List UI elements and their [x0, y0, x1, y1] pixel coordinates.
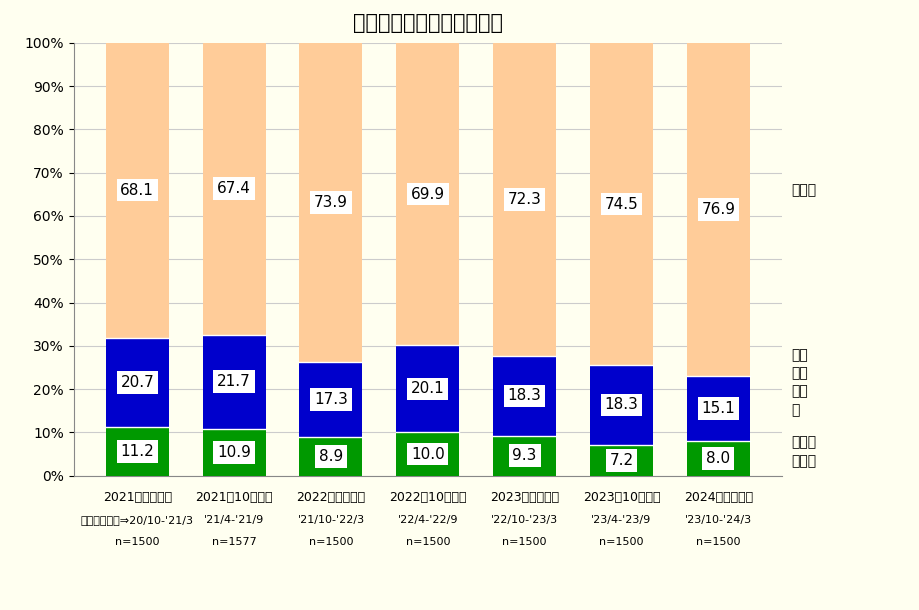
Bar	[300, 437, 362, 476]
Bar	[686, 43, 749, 376]
Bar	[396, 43, 459, 345]
Text: 2022年10月調査: 2022年10月調査	[389, 491, 466, 504]
Bar	[106, 427, 168, 476]
Text: 17.3: 17.3	[313, 392, 347, 407]
Text: 20.7: 20.7	[120, 375, 154, 390]
Bar	[589, 43, 652, 365]
Text: 10.0: 10.0	[411, 447, 444, 462]
Bar	[493, 356, 555, 436]
Text: n=1500: n=1500	[405, 537, 449, 547]
Bar	[589, 365, 652, 445]
Bar	[106, 338, 168, 427]
Text: 18.3: 18.3	[507, 389, 541, 403]
Text: 68.1: 68.1	[120, 182, 154, 198]
Bar	[202, 335, 266, 429]
Text: 変動型: 変動型	[790, 183, 815, 197]
Bar	[493, 436, 555, 476]
Text: 調査対象期間⇒20/10-'21/3: 調査対象期間⇒20/10-'21/3	[81, 515, 194, 525]
Text: '23/4-'23/9: '23/4-'23/9	[591, 515, 651, 525]
Text: 2021年10月調査: 2021年10月調査	[195, 491, 273, 504]
Bar	[202, 43, 266, 335]
Text: '21/10-'22/3: '21/10-'22/3	[297, 515, 364, 525]
Bar	[686, 376, 749, 441]
Title: 利用した金利タイプの割合: 利用した金利タイプの割合	[352, 13, 503, 33]
Text: n=1500: n=1500	[502, 537, 546, 547]
Text: n=1500: n=1500	[598, 537, 643, 547]
Text: n=1500: n=1500	[309, 537, 353, 547]
Text: 7.2: 7.2	[608, 453, 633, 468]
Text: 18.3: 18.3	[604, 398, 638, 412]
Bar	[396, 345, 459, 432]
Bar	[396, 432, 459, 476]
Text: 2024年４月調査: 2024年４月調査	[683, 491, 752, 504]
Text: 20.1: 20.1	[411, 381, 444, 396]
Text: 8.9: 8.9	[319, 449, 343, 464]
Text: 2023年10月調査: 2023年10月調査	[582, 491, 660, 504]
Bar	[493, 43, 555, 356]
Bar	[106, 43, 168, 338]
Text: 全期間
固定型: 全期間 固定型	[790, 436, 815, 468]
Bar	[589, 445, 652, 476]
Text: 72.3: 72.3	[507, 192, 541, 207]
Text: 9.3: 9.3	[512, 448, 537, 463]
Text: n=1500: n=1500	[115, 537, 159, 547]
Bar	[300, 42, 362, 362]
Bar	[300, 362, 362, 437]
Text: 73.9: 73.9	[313, 195, 347, 210]
Text: 69.9: 69.9	[410, 187, 445, 201]
Text: 74.5: 74.5	[604, 196, 638, 212]
Text: '22/4-'22/9: '22/4-'22/9	[397, 515, 458, 525]
Bar	[686, 441, 749, 476]
Text: '22/10-'23/3: '22/10-'23/3	[491, 515, 558, 525]
Text: n=1500: n=1500	[696, 537, 740, 547]
Text: 76.9: 76.9	[700, 202, 734, 217]
Bar	[202, 429, 266, 476]
Text: 2022年４月調査: 2022年４月調査	[296, 491, 365, 504]
Text: '23/10-'24/3: '23/10-'24/3	[684, 515, 751, 525]
Text: '21/4-'21/9: '21/4-'21/9	[204, 515, 264, 525]
Text: n=1577: n=1577	[211, 537, 256, 547]
Text: 15.1: 15.1	[700, 401, 734, 416]
Text: 2023年４月調査: 2023年４月調査	[490, 491, 559, 504]
Text: 21.7: 21.7	[217, 374, 251, 389]
Text: 67.4: 67.4	[217, 181, 251, 196]
Text: 10.9: 10.9	[217, 445, 251, 460]
Text: 8.0: 8.0	[706, 451, 730, 466]
Text: 2021年４月調査: 2021年４月調査	[103, 491, 172, 504]
Text: 固定
期間
選択
型: 固定 期間 選択 型	[790, 348, 807, 417]
Text: 11.2: 11.2	[120, 444, 154, 459]
